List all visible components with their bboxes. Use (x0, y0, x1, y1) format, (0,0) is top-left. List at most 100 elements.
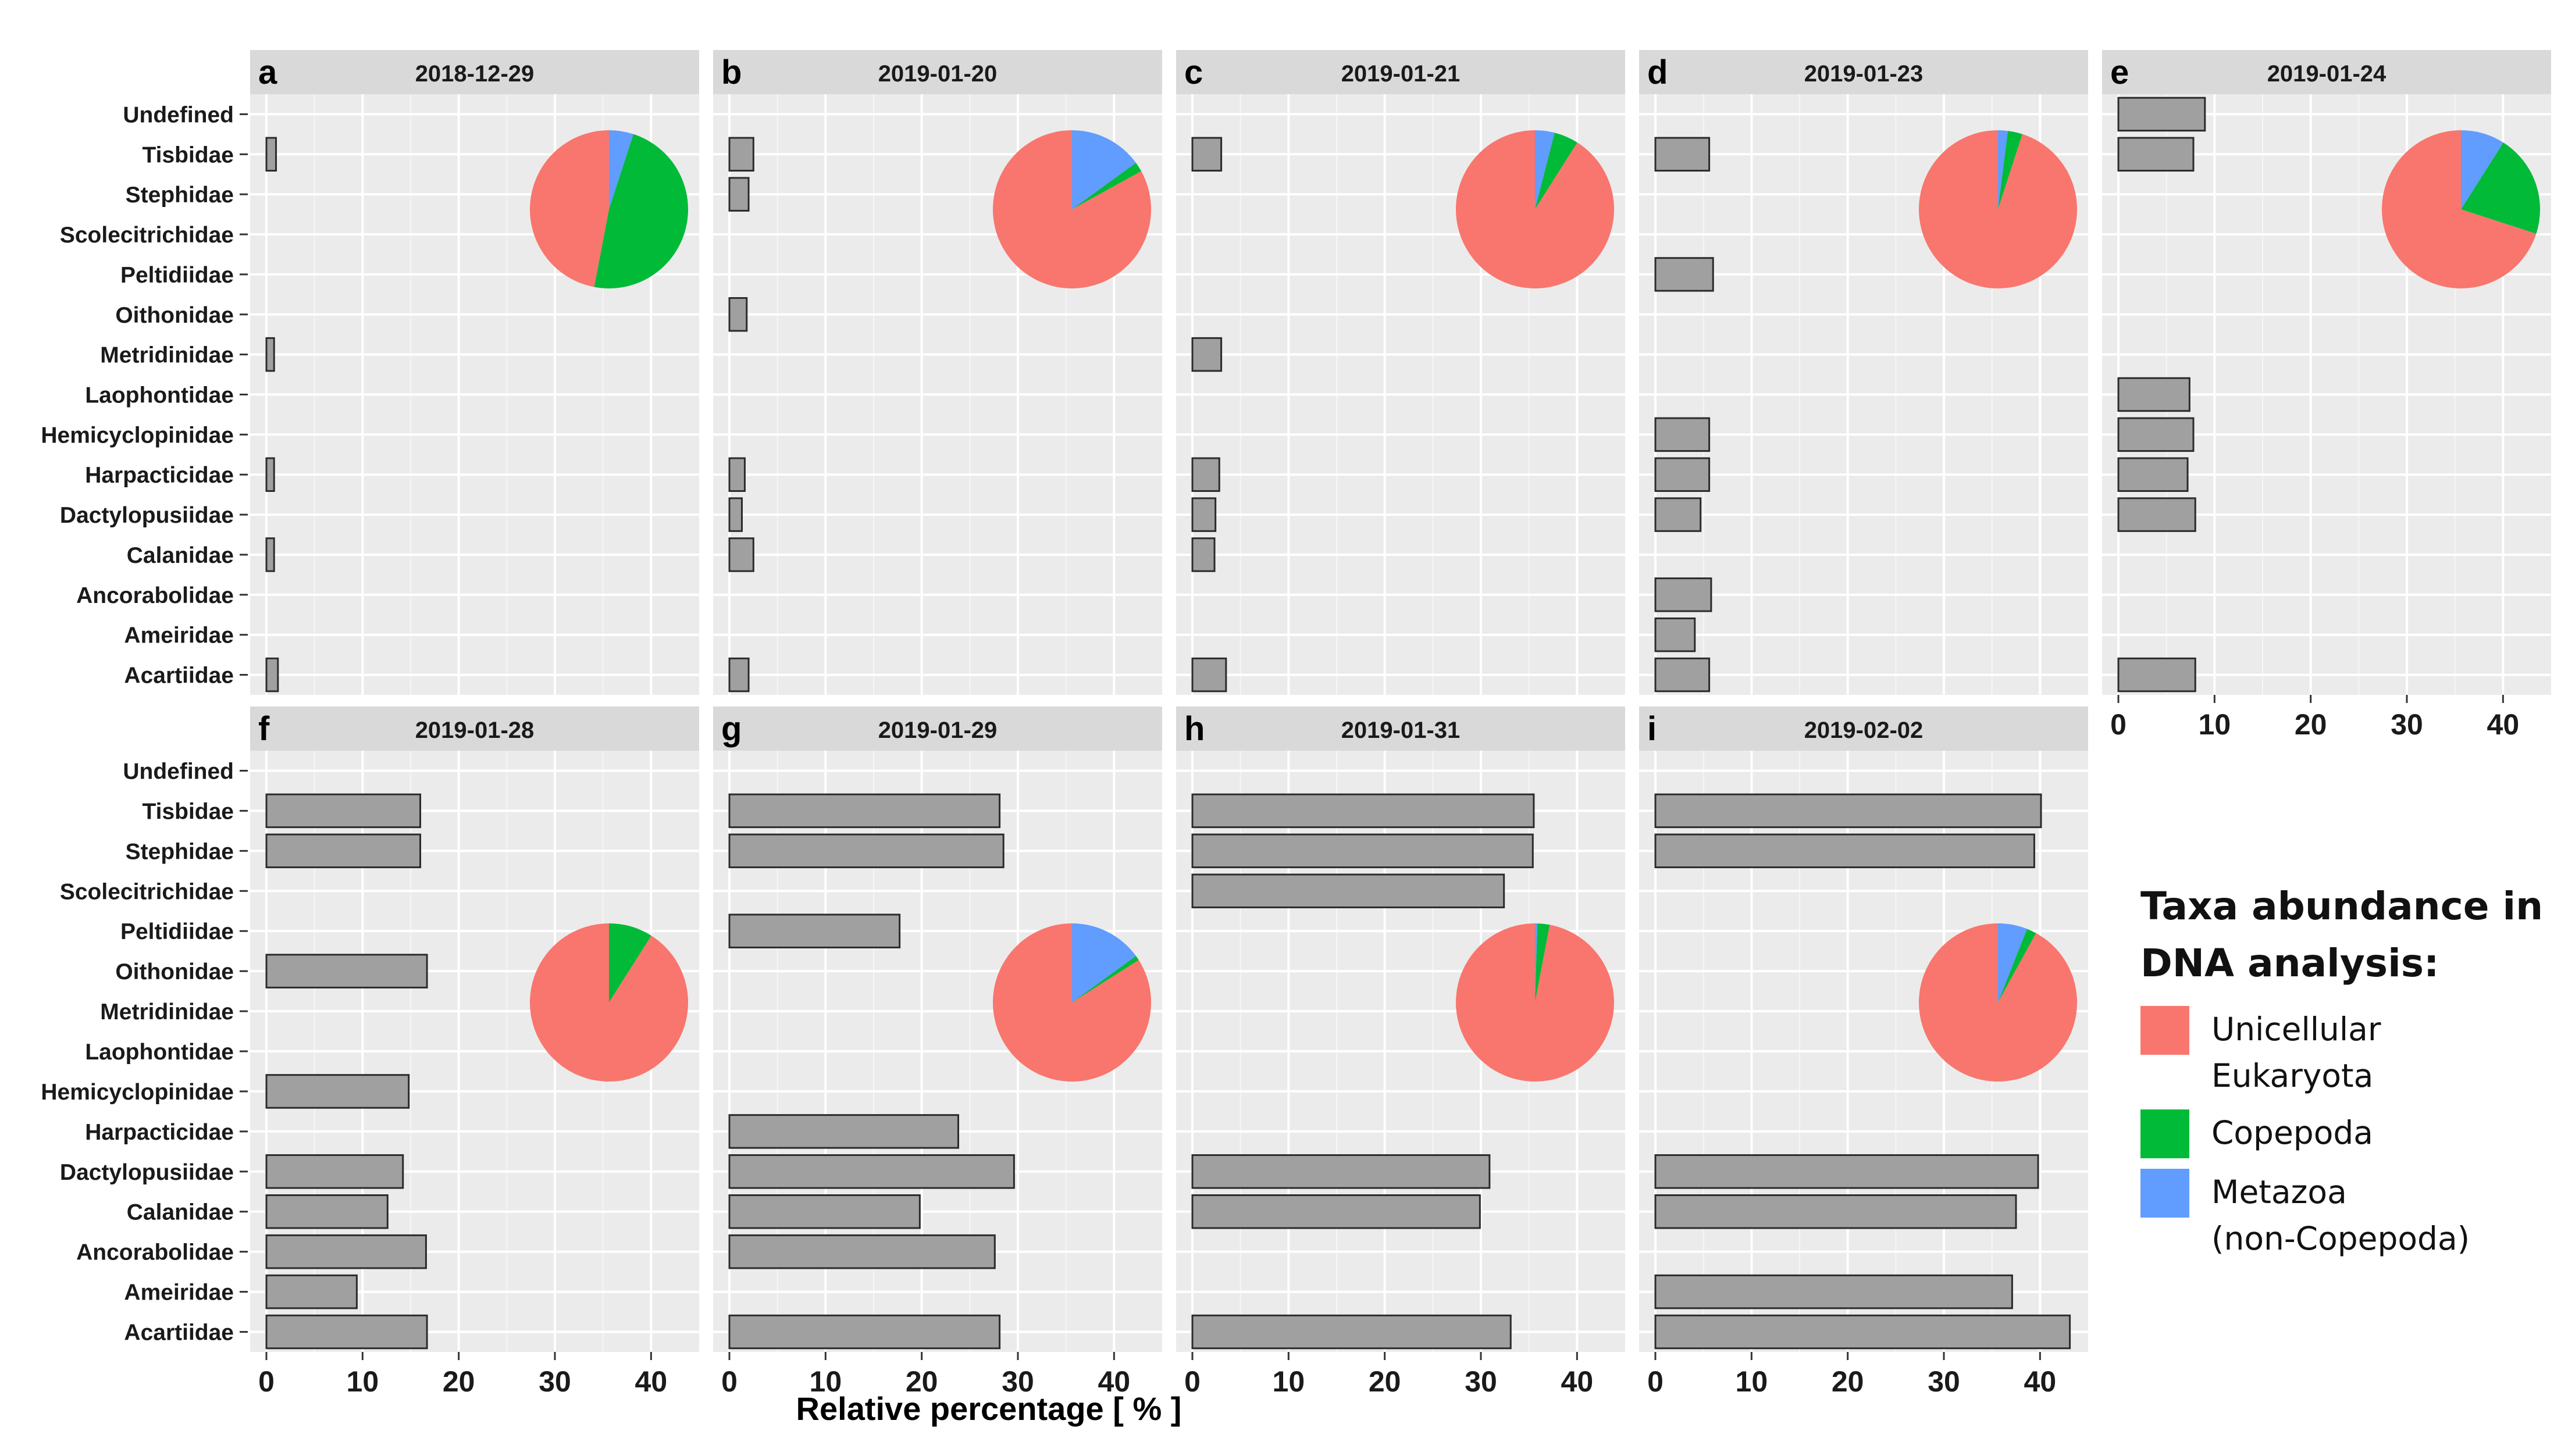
bar-metridinidae (1191, 337, 1223, 372)
bar-calanidae (1191, 1194, 1481, 1229)
panel-letter: d (1647, 53, 1668, 91)
panel-i: i 2019-02-02 0 10 20 30 40 (1639, 706, 2088, 1398)
x-tick-label: 20 (2295, 708, 2327, 741)
bar-tisbidae (265, 137, 277, 172)
x-tick-label: 30 (1928, 1365, 1960, 1398)
panel-date: 2019-01-23 (1804, 61, 1924, 87)
bar-acartiidae (2117, 657, 2196, 693)
bar-calanidae (1191, 537, 1216, 572)
x-tick-label: 40 (1098, 1365, 1131, 1398)
y-tick-label: Undefined (123, 759, 234, 784)
bar-stephidae (728, 177, 750, 212)
bar-harpacticidae (728, 457, 746, 492)
pie-slice-unicellular-eukaryota (993, 130, 1152, 289)
pie-slice-metazoa (1072, 130, 1137, 209)
x-tick-label: 0 (258, 1365, 275, 1398)
x-tick-label: 10 (1273, 1365, 1305, 1398)
panel-letter: b (721, 53, 742, 91)
bar-oithonidae (728, 297, 748, 332)
x-tick-label: 40 (1561, 1365, 1594, 1398)
x-tick-label: 30 (539, 1365, 571, 1398)
bar-harpacticidae (2117, 457, 2189, 492)
bar-dactylopusiidae (2117, 497, 2196, 532)
bar-harpacticidae (265, 457, 275, 492)
panel-a: a 2018-12-29 Undefined Tisbidae Stephidae Sco… (41, 50, 699, 695)
panel-strip (1176, 50, 1625, 94)
bar-acartiidae (1191, 1314, 1512, 1350)
pie-slice-metazoa (1072, 923, 1137, 1002)
panel-letter: f (258, 710, 270, 748)
bar-stephidae (1191, 833, 1534, 869)
bar-harpacticidae (728, 1114, 959, 1149)
legend-label: Metazoa (non-Copepoda) (2211, 1173, 2470, 1257)
y-tick-label: Peltidiidae (120, 919, 234, 944)
panel-date: 2018-12-29 (415, 61, 535, 87)
x-tick-label: 0 (2110, 708, 2127, 741)
pie-slice-metazoa (2461, 130, 2503, 209)
bar-acartiidae (265, 1314, 428, 1350)
y-tick-label: Scolecitrichidae (60, 223, 234, 248)
bar-tisbidae (1191, 137, 1223, 172)
bar-acartiidae (265, 657, 279, 693)
y-tick-label: Ancorabolidae (76, 583, 234, 608)
panel-date: 2019-01-29 (878, 718, 998, 743)
x-tick-label: 20 (906, 1365, 938, 1398)
panel-e: e 2019-01-24 0 10 20 30 40 (2102, 50, 2551, 741)
y-tick-label: Acartiidae (124, 663, 234, 688)
bar-calanidae (265, 1194, 389, 1229)
panel-date: 2019-02-02 (1804, 718, 1924, 743)
bar-ancorabolidae (728, 1234, 996, 1269)
pie-slice-unicellular-eukaryota (1456, 130, 1615, 288)
y-tick-label: Metridinidae (100, 343, 234, 368)
bar-hemicyclopinidae (265, 1074, 410, 1109)
x-tick-label: 30 (2391, 708, 2423, 741)
panel-date: 2019-01-20 (878, 61, 998, 87)
legend-title: Taxa abundance in DNA analysis: (2140, 884, 2544, 986)
bar-hemicyclopinidae (2117, 417, 2195, 452)
panel-strip (1639, 50, 2088, 94)
panel-letter: g (721, 710, 742, 748)
y-tick-label: Metridinidae (100, 1000, 234, 1025)
x-tick-label: 40 (2024, 1365, 2057, 1398)
y-tick-label: Tisbidae (142, 799, 234, 824)
y-tick-label: Ameiridae (124, 623, 234, 648)
y-tick-label: Ameiridae (124, 1280, 234, 1305)
pie-slice-unicellular-eukaryota (1918, 923, 2077, 1082)
y-tick-label: Laophontidae (85, 1040, 234, 1065)
bar-tisbidae (1654, 137, 1711, 172)
panel-letter: e (2110, 53, 2129, 91)
y-tick-label: Harpacticidae (85, 463, 234, 488)
bar-dactylopusiidae (1191, 1154, 1491, 1189)
panel-c: c 2019-01-21 (1176, 50, 1625, 695)
bar-tisbidae (2117, 137, 2195, 172)
bar-tisbidae (1191, 793, 1535, 829)
bar-calanidae (728, 1194, 921, 1229)
bar-metridinidae (265, 337, 275, 372)
x-tick-label: 10 (1736, 1365, 1768, 1398)
x-tick-label: 40 (635, 1365, 668, 1398)
panel-f: f 2019-01-28 Undefined Tisbidae Stephidae Sco… (41, 706, 699, 1398)
y-tick-label: Oithonidae (115, 303, 234, 328)
panel-h: h 2019-01-31 0 10 20 30 40 (1176, 706, 1625, 1398)
y-tick-label: Stephidae (126, 183, 234, 208)
panel-letter: i (1647, 710, 1657, 748)
panel-b: b 2019-01-20 (713, 50, 1162, 695)
panel-strip (1176, 706, 1625, 751)
x-tick-label: 30 (1465, 1365, 1497, 1398)
bar-stephidae (265, 833, 422, 869)
pie-slice-copepoda (1535, 133, 1577, 209)
bar-ancorabolidae (1654, 577, 1712, 612)
pie-slice-unicellular-eukaryota (993, 923, 1151, 1082)
panel-letter: c (1184, 53, 1203, 91)
y-tick-label: Oithonidae (115, 959, 234, 984)
pie-slice-copepoda (1072, 956, 1139, 1002)
bar-calanidae (728, 537, 754, 572)
panel-date: 2019-01-31 (1341, 718, 1461, 743)
pie-slice-metazoa (1535, 130, 1555, 209)
y-tick-label: Stephidae (126, 839, 234, 864)
x-tick-label: 0 (721, 1365, 738, 1398)
x-tick-label: 0 (1647, 1365, 1664, 1398)
panel-date: 2019-01-21 (1341, 61, 1461, 87)
panel-letter: a (258, 53, 277, 91)
